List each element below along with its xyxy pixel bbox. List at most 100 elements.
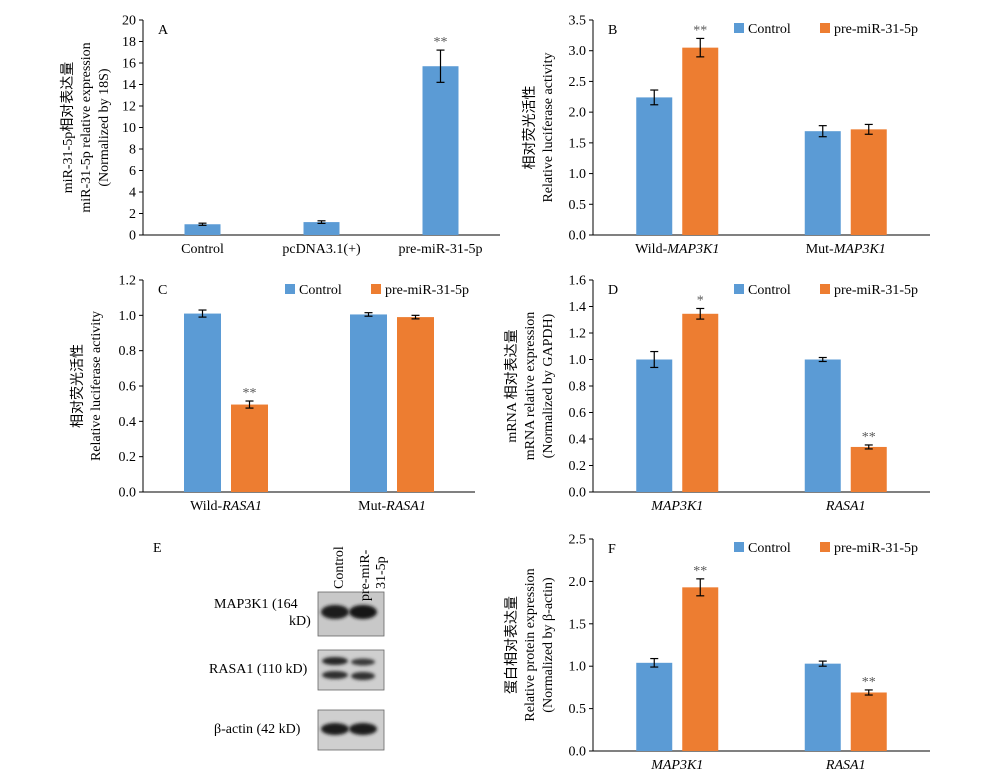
panel-a-y-tick-label: 12: [122, 100, 136, 115]
panel-d-significance-mark: **: [862, 430, 876, 445]
panel-label-a: A: [158, 23, 169, 38]
panel-c-category-label: Wild-RASA1: [190, 499, 262, 514]
panel-f-category-label: MAP3K1: [650, 758, 703, 773]
panel-b-significance-mark: **: [693, 23, 707, 38]
panel-f-legend-label: pre-miR-31-5p: [834, 541, 918, 556]
panel-d-significance-mark: *: [697, 293, 704, 308]
panel-f-category-label: RASA1: [825, 758, 866, 773]
panel-f-bar-control-1: [804, 663, 841, 751]
panel-b-legend-label: pre-miR-31-5p: [834, 22, 918, 37]
panel-b-legend-swatch: [734, 23, 744, 33]
panel-a-category-label: Control: [181, 242, 224, 257]
panel-f-y-axis-title-line: 蛋白相对表达量: [504, 596, 520, 694]
panel-d-bar-pre-mir-31-5p-1: [850, 446, 887, 492]
panel-label-b: B: [608, 23, 617, 38]
panel-f-y-tick-label: 1.5: [569, 617, 587, 632]
panel-b-y-tick-label: 1.5: [569, 136, 587, 151]
panel-c-y-tick-label: 0.8: [119, 344, 137, 359]
panel-d-category-label: MAP3K1: [650, 499, 703, 514]
panel-label-c: C: [158, 283, 167, 298]
panel-f-y-axis-title-line: Relative protein expression: [523, 568, 538, 721]
panel-d-legend-label: Control: [748, 283, 791, 298]
panel-c-y-axis-title-line: 相对荧光活性: [69, 344, 86, 428]
panel-d-y-tick-label: 0.4: [569, 433, 587, 448]
panel-a-y-axis-title-line: miR-31-5p相对表达量: [60, 62, 76, 193]
panel-d-bar-control-1: [804, 359, 841, 492]
blot-band-rasa1-control-lower: [322, 671, 348, 679]
blot-band-rasa1-treat-lower: [351, 672, 375, 680]
panel-label-f: F: [608, 542, 616, 557]
blot-band-rasa1-control-upper: [322, 657, 348, 665]
panel-a-y-tick-label: 8: [129, 143, 136, 158]
panel-b-legend-swatch: [820, 23, 830, 33]
panel-c-legend-label: Control: [299, 283, 342, 298]
panel-c-y-tick-label: 1.2: [119, 274, 137, 289]
blot-column-pre-mir-line2: 31-5p: [374, 556, 389, 589]
panel-c-y-tick-label: 0.6: [119, 380, 137, 395]
panel-a-category-label: pre-miR-31-5p: [399, 242, 483, 257]
panel-label-d: D: [608, 283, 618, 298]
panel-b-bar-control-1: [804, 131, 841, 235]
panel-f-y-tick-label: 2.5: [569, 533, 587, 548]
panel-a-y-tick-label: 2: [129, 207, 136, 222]
panel-a-y-tick-label: 20: [122, 14, 136, 29]
panel-a-category-label: pcDNA3.1(+): [282, 242, 361, 257]
panel-a-y-tick-label: 18: [122, 35, 136, 50]
panel-a-y-tick-label: 16: [122, 57, 136, 72]
panel-d-y-tick-label: 1.4: [569, 300, 587, 315]
blot-band-map3k1-control: [321, 605, 349, 619]
panel-c-bar-pre-mir-31-5p-1: [397, 317, 434, 492]
blot-band-rasa1-treat-upper: [351, 658, 375, 666]
blot-column-pre-mir-line1: pre-miR-: [358, 549, 373, 601]
blot-column-control: Control: [332, 546, 347, 589]
panel-c-category-label: Mut-RASA1: [358, 499, 426, 514]
panel-d-y-axis-title-line: mRNA 相对表达量: [504, 329, 520, 442]
panel-b-y-tick-label: 0.0: [569, 229, 587, 244]
panel-f-legend-swatch: [820, 542, 830, 552]
blot-band-actin-control: [321, 723, 349, 735]
panel-a-y-axis-title-line: (Normalized by 18S): [97, 68, 112, 187]
panel-b-y-tick-label: 2.5: [569, 75, 587, 90]
panel-d-y-tick-label: 0.0: [569, 486, 587, 501]
panel-a-bar-series-2: [422, 66, 459, 235]
panel-c-bar-control-1: [350, 314, 387, 492]
panel-c-significance-mark: **: [243, 386, 257, 401]
panel-c-y-axis-title-line: Relative luciferase activity: [89, 311, 104, 461]
panel-b-legend-label: Control: [748, 22, 791, 37]
panel-c-bar-pre-mir-31-5p-0: [231, 404, 268, 492]
panel-b-y-axis-title-line: 相对荧光活性: [521, 86, 538, 170]
panel-f-bar-pre-mir-31-5p-0: [682, 587, 719, 751]
panel-c-y-tick-label: 0.4: [119, 415, 137, 430]
panel-d-y-tick-label: 1.6: [569, 274, 587, 289]
panel-f-y-tick-label: 0.0: [569, 745, 587, 760]
panel-d-y-tick-label: 1.2: [569, 327, 587, 342]
panel-b-bar-pre-mir-31-5p-0: [682, 47, 719, 236]
panel-b-y-tick-label: 2.0: [569, 106, 587, 121]
panel-d-bar-pre-mir-31-5p-0: [682, 313, 719, 492]
panel-b-y-tick-label: 3.5: [569, 14, 587, 29]
panel-d-legend-swatch: [820, 284, 830, 294]
panel-b-category-label: Wild-MAP3K1: [635, 242, 719, 257]
blot-row-label-map3k1-line2: kD): [289, 614, 311, 629]
panel-a-bar-series-0: [184, 224, 221, 235]
panel-f-significance-mark: **: [693, 564, 707, 579]
panel-d-y-tick-label: 0.2: [569, 459, 587, 474]
panel-a-y-tick-label: 6: [129, 164, 136, 179]
panel-a-significance-mark: **: [434, 35, 448, 50]
panel-a-y-axis-title-line: miR-31-5p relative expression: [79, 42, 94, 212]
blot-row-label-map3k1-line1: MAP3K1 (164: [214, 597, 298, 612]
blot-band-actin-treat: [349, 723, 377, 735]
panel-d-y-tick-label: 0.6: [569, 406, 587, 421]
western-blot: [317, 591, 385, 751]
panel-b-y-tick-label: 0.5: [569, 198, 587, 213]
panel-f-y-axis-title-line: (Normalized by β-actin): [541, 577, 556, 713]
panel-a-y-tick-label: 4: [129, 186, 136, 201]
panel-label-e: E: [153, 541, 162, 556]
panel-a-y-tick-label: 0: [129, 229, 136, 244]
panel-d-legend-swatch: [734, 284, 744, 294]
panel-d-y-axis-title-line: (Normalized by GAPDH): [541, 313, 556, 458]
panel-f-y-tick-label: 0.5: [569, 702, 587, 717]
panel-d-bar-control-0: [636, 359, 673, 492]
panel-a-bar-series-1: [303, 222, 340, 235]
panel-c-legend-swatch: [371, 284, 381, 294]
